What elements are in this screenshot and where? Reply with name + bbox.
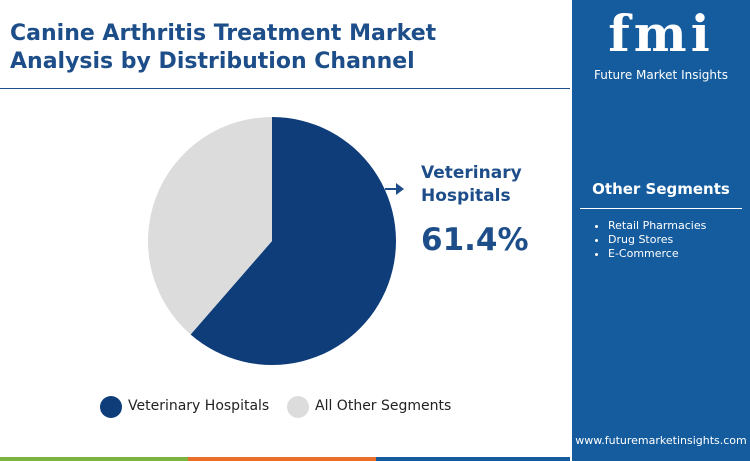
legend-label: All Other Segments xyxy=(315,398,452,414)
chart xyxy=(100,117,404,418)
segment-item: Drug Stores xyxy=(608,233,706,247)
url: www.futuremarketinsights.com xyxy=(575,434,747,447)
divider xyxy=(0,88,570,89)
legend-label: Veterinary Hospitals xyxy=(128,398,270,414)
pie-slice xyxy=(190,117,397,365)
brand: Future Market Insights xyxy=(593,68,728,82)
legend-swatch xyxy=(287,396,309,418)
logo: fmi xyxy=(608,4,714,63)
heading-rule xyxy=(580,208,742,209)
sidebar xyxy=(572,0,750,461)
pie-slice xyxy=(148,117,272,335)
segments-heading: Other Segments xyxy=(592,180,730,198)
chart-title: Canine Arthritis Treatment Market Analys… xyxy=(10,21,437,74)
segment-item: Retail Pharmacies xyxy=(608,219,706,233)
bottom-stripe xyxy=(0,457,570,461)
segment-list: Retail PharmaciesDrug StoresE-Commerce xyxy=(592,219,706,261)
callout-arrowhead xyxy=(396,183,404,195)
segment-item: E-Commerce xyxy=(608,247,706,261)
legend-swatch xyxy=(100,396,122,418)
callout-label: Veterinary Hospitals xyxy=(421,163,522,206)
callout-value: 61.4% xyxy=(421,222,529,258)
